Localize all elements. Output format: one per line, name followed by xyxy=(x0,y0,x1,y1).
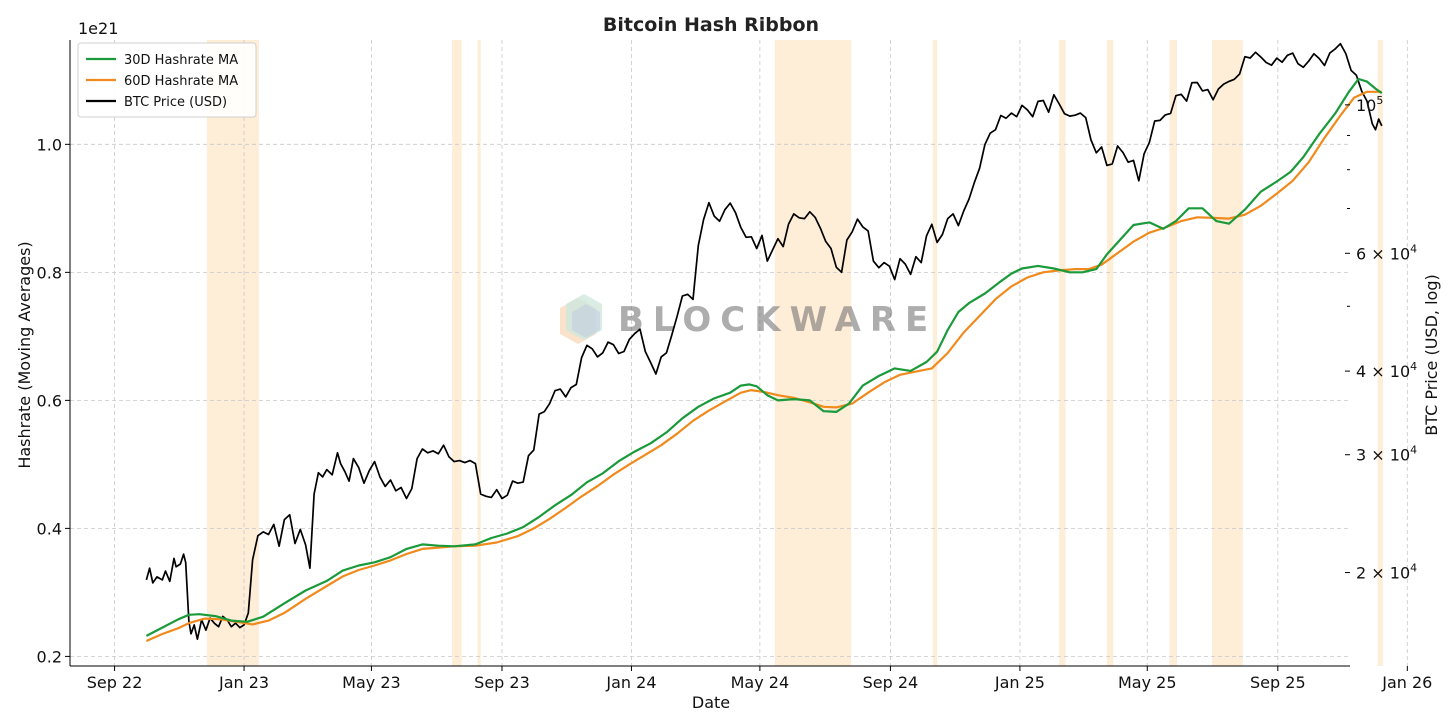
shaded-periods xyxy=(206,40,1383,666)
series-line-60d-hashrate-ma xyxy=(145,90,1382,643)
x-tick-label: Sep 22 xyxy=(87,673,143,692)
shaded-period-7 xyxy=(1169,40,1177,666)
legend-label-0: 30D Hashrate MA xyxy=(124,53,238,68)
shaded-period-2 xyxy=(477,40,481,666)
blockware-watermark: BLOCKWARE xyxy=(560,294,937,344)
grid-lines xyxy=(70,40,1408,666)
x-tick-label: Jan 23 xyxy=(218,673,269,692)
y-tick-label: 0.2 xyxy=(37,647,62,666)
y-right-tick-label: 3 × 104 xyxy=(1356,444,1417,465)
x-tick-label: May 24 xyxy=(731,673,790,692)
y-right-tick-label: 105 xyxy=(1356,94,1383,115)
x-tick-label: Sep 25 xyxy=(1250,673,1306,692)
shaded-period-6 xyxy=(1106,40,1114,666)
x-axis-ticks: Sep 22 Jan 23 May 23 Sep 23 Jan 24 May 24 Sep … xyxy=(87,666,1432,692)
shaded-period-9 xyxy=(1377,40,1383,666)
legend-label-1: 60D Hashrate MA xyxy=(124,74,238,89)
y-right-tick-label: 2 × 104 xyxy=(1356,562,1417,583)
x-tick-label: Sep 24 xyxy=(863,673,919,692)
y-axis-label-left: Hashrate (Moving Averages) xyxy=(15,241,34,468)
series-lines xyxy=(145,42,1383,643)
blockware-logo-icon xyxy=(560,294,602,344)
series-line-30d-hashrate-ma xyxy=(145,77,1383,637)
x-tick-label: May 23 xyxy=(342,673,401,692)
y-tick-label: 1.0 xyxy=(37,135,62,154)
y-right-tick-label: 4 × 104 xyxy=(1356,360,1417,381)
y-axis-label-right: BTC Price (USD, log) xyxy=(1422,274,1441,435)
watermark-text: BLOCKWARE xyxy=(618,300,937,340)
y-tick-label: 0.6 xyxy=(37,391,62,410)
legend: 30D Hashrate MA 60D Hashrate MA BTC Price … xyxy=(77,42,257,118)
shaded-period-1 xyxy=(452,40,462,666)
chart-title: Bitcoin Hash Ribbon xyxy=(603,14,819,36)
y-offset-label: 1e21 xyxy=(78,19,118,38)
y-tick-label: 0.4 xyxy=(37,519,62,538)
x-tick-label: Jan 25 xyxy=(994,673,1045,692)
y-tick-label: 0.8 xyxy=(37,263,62,282)
axes xyxy=(69,40,1350,667)
series-line-btc-price-usd xyxy=(145,42,1383,641)
y-axis-ticks-left: 0.2 0.4 0.6 0.8 1.0 xyxy=(37,135,70,666)
shaded-period-3 xyxy=(774,40,852,666)
legend-box xyxy=(77,42,257,118)
y-right-tick-label: 6 × 104 xyxy=(1356,242,1417,263)
shaded-period-5 xyxy=(1059,40,1066,666)
shaded-period-8 xyxy=(1212,40,1243,666)
y-axis-ticks-right: 2 × 104 3 × 104 4 × 104 6 × 104 105 xyxy=(1345,94,1417,583)
x-axis-label: Date xyxy=(692,693,730,712)
legend-label-2: BTC Price (USD) xyxy=(124,95,227,110)
x-tick-label: Jan 24 xyxy=(605,673,656,692)
x-tick-label: Jan 26 xyxy=(1381,673,1432,692)
x-tick-label: Sep 23 xyxy=(474,673,530,692)
x-tick-label: May 25 xyxy=(1118,673,1177,692)
